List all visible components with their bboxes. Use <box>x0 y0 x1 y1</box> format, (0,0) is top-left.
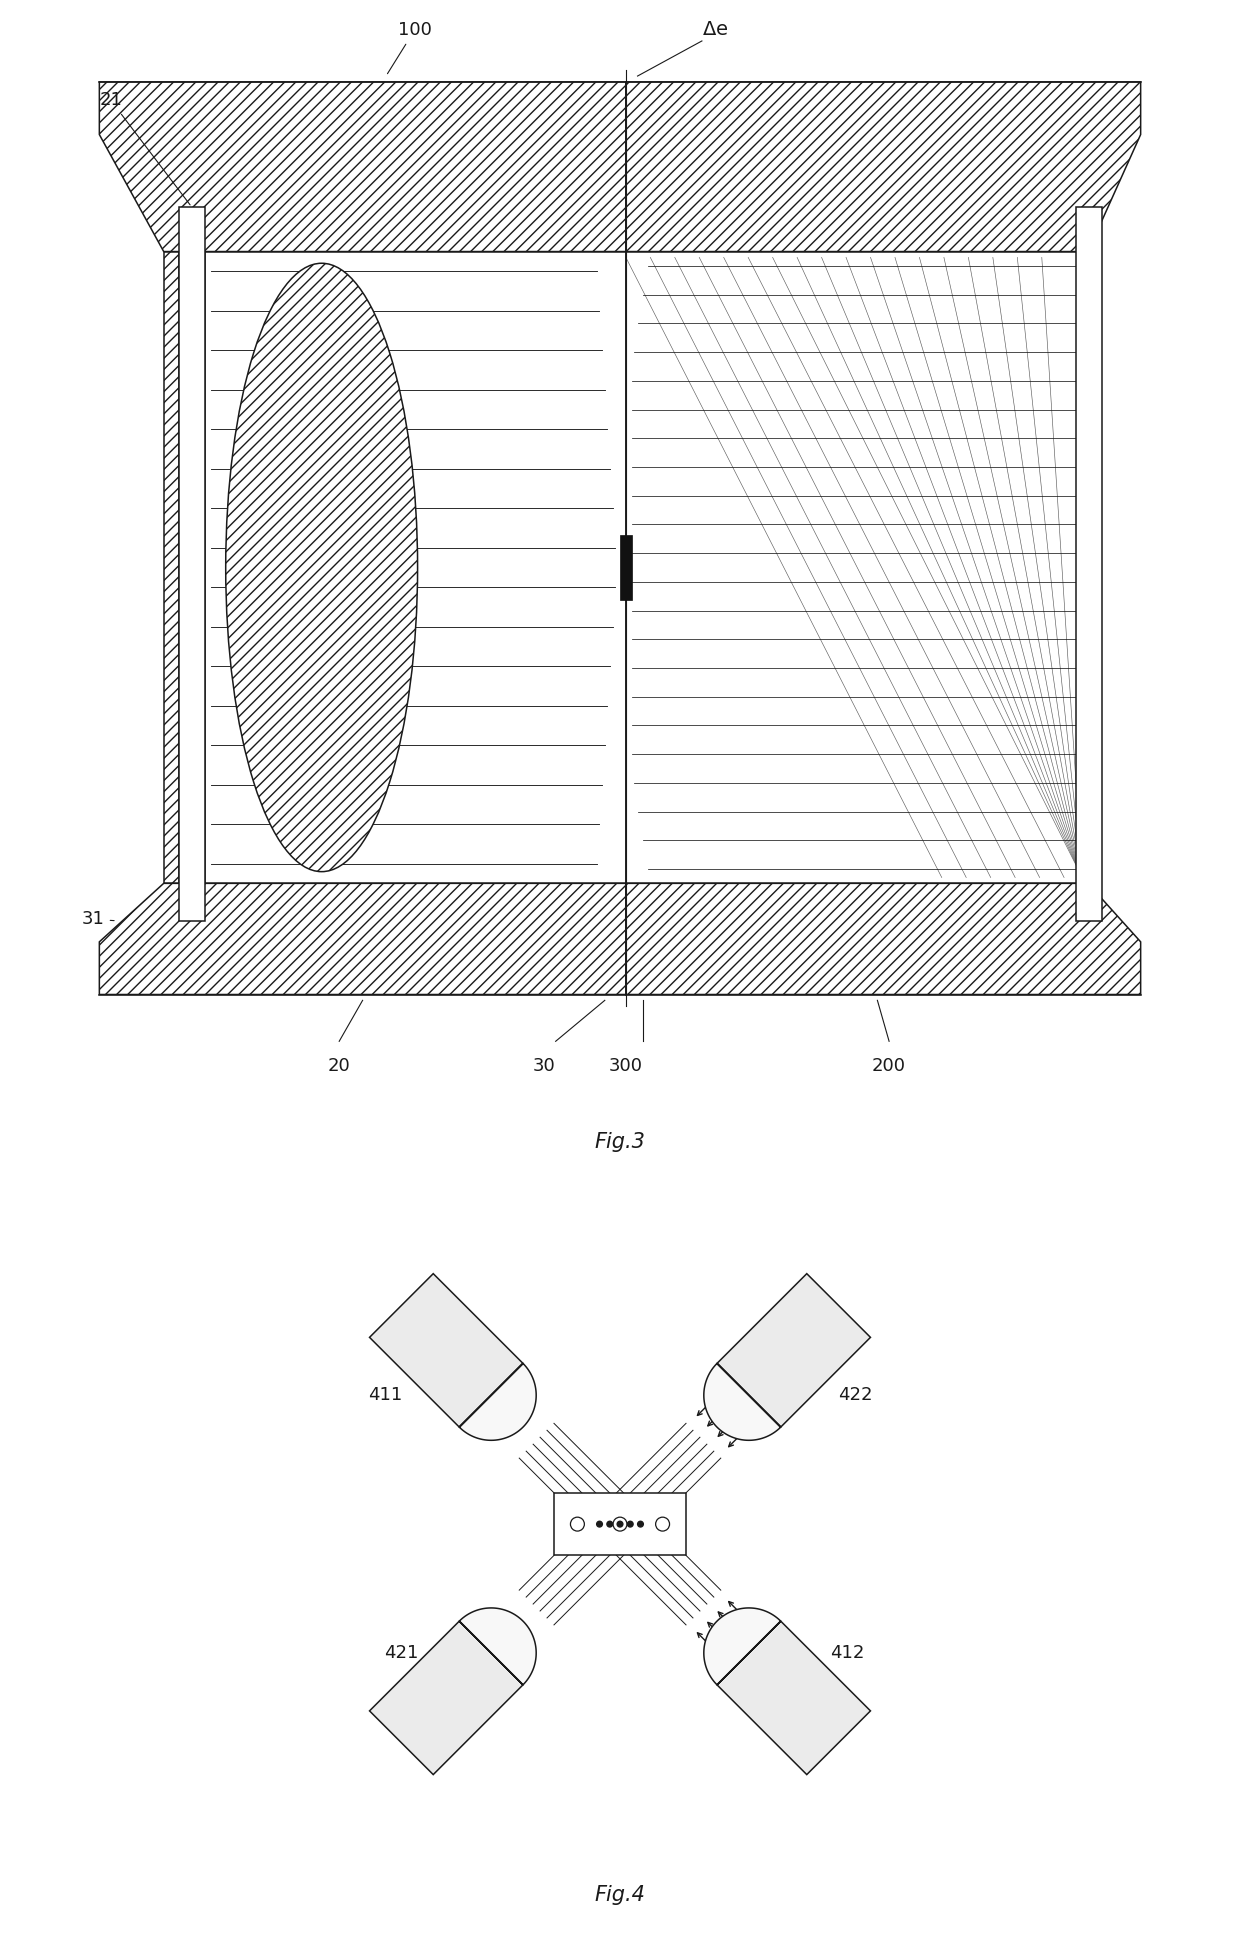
Bar <box>620 536 631 601</box>
Text: 21: 21 <box>99 92 190 205</box>
Circle shape <box>627 1521 634 1527</box>
Bar <box>1076 207 1102 920</box>
Text: 31: 31 <box>82 911 114 928</box>
Text: 300: 300 <box>609 1057 642 1074</box>
Circle shape <box>596 1521 603 1527</box>
Text: X: X <box>784 1683 795 1700</box>
Text: Fig.3: Fig.3 <box>594 1133 646 1152</box>
Bar <box>554 1494 686 1554</box>
Bar <box>205 252 626 883</box>
Polygon shape <box>370 1273 523 1427</box>
Circle shape <box>637 1521 644 1527</box>
Polygon shape <box>704 1609 781 1685</box>
Text: 411: 411 <box>368 1386 402 1404</box>
Polygon shape <box>99 883 626 994</box>
Polygon shape <box>459 1363 536 1441</box>
Polygon shape <box>370 1620 523 1774</box>
Bar <box>179 207 205 920</box>
Polygon shape <box>459 1609 536 1685</box>
Text: 30: 30 <box>532 1057 556 1074</box>
Bar <box>626 252 1087 883</box>
Ellipse shape <box>226 263 418 872</box>
Polygon shape <box>626 883 1141 994</box>
Text: 421: 421 <box>384 1644 418 1661</box>
Polygon shape <box>626 82 1141 252</box>
Polygon shape <box>717 1620 870 1774</box>
Polygon shape <box>99 82 626 252</box>
Text: 422: 422 <box>838 1386 873 1404</box>
Text: 412: 412 <box>830 1644 864 1661</box>
Circle shape <box>606 1521 613 1527</box>
Circle shape <box>618 1521 622 1527</box>
Text: 20: 20 <box>327 1057 351 1074</box>
Text: Y: Y <box>787 1342 799 1361</box>
Text: 100: 100 <box>387 21 432 74</box>
Text: $\Delta$e: $\Delta$e <box>702 20 728 39</box>
Text: Fig.4: Fig.4 <box>594 1886 646 1905</box>
Text: 200: 200 <box>872 1057 906 1074</box>
Polygon shape <box>704 1363 781 1441</box>
Polygon shape <box>717 1273 870 1427</box>
Bar <box>164 252 179 883</box>
